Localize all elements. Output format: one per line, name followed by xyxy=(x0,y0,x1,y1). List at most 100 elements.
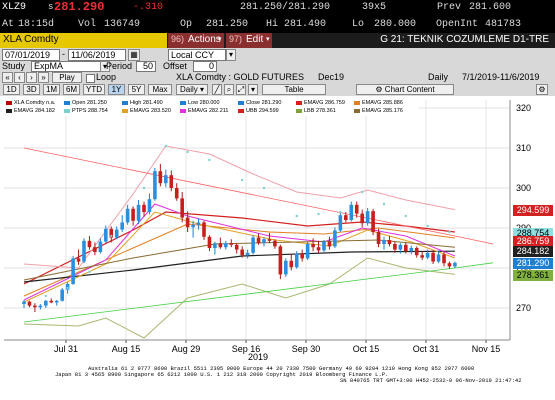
quote-time: 18:15d xyxy=(18,19,55,30)
legend-value: n.a. xyxy=(46,100,56,106)
play-button[interactable]: Play xyxy=(52,72,82,83)
tab-3d[interactable]: 3D xyxy=(23,84,40,95)
candle-body xyxy=(98,241,103,252)
stats-bar: At 18:15d Vol 136749 Op 281.250 Hi 281.4… xyxy=(0,17,555,33)
at-label: At xyxy=(2,19,15,30)
legend-swatch xyxy=(354,108,360,113)
rewind-icon[interactable]: « xyxy=(2,72,13,83)
contract-label: Dec19 xyxy=(318,72,345,82)
y-tick-label: 270 xyxy=(516,303,531,313)
legend-label: Open xyxy=(72,100,87,106)
legend-entry: Low 280.000 xyxy=(180,100,220,106)
tab-1d[interactable]: 1D xyxy=(3,84,20,95)
legend-label: PTPS xyxy=(72,108,88,114)
actions-menu[interactable]: 96) Actions ▾ xyxy=(168,33,224,48)
candle-body xyxy=(256,237,261,244)
x-tick-label: Oct 15 xyxy=(353,344,380,354)
start-date-input[interactable]: 07/01/2019 xyxy=(2,49,60,61)
fast-forward-icon[interactable]: » xyxy=(38,72,49,83)
candle-body xyxy=(191,224,195,228)
offset-input[interactable]: 0 xyxy=(193,61,217,72)
candle-body xyxy=(240,249,244,256)
price-tag: 294.599 xyxy=(513,204,553,216)
legend-swatch xyxy=(354,100,360,105)
tab-1y[interactable]: 1Y xyxy=(108,84,125,95)
indicator-line xyxy=(23,257,455,339)
x-tick-label: Oct 31 xyxy=(413,344,440,354)
indicator-line xyxy=(23,145,455,269)
loop-checkbox[interactable] xyxy=(86,74,95,83)
candle-body xyxy=(442,254,446,264)
candle-body xyxy=(316,247,321,251)
legend-label: High xyxy=(130,100,143,106)
security-field[interactable]: XLA Comdty xyxy=(0,33,167,48)
sar-dot xyxy=(110,234,113,238)
candle-body xyxy=(327,241,332,247)
chevron-down-icon[interactable]: ▾ xyxy=(226,49,236,61)
currency-select[interactable]: Local CCY xyxy=(168,49,226,61)
price-tag: 286.759 xyxy=(513,235,553,247)
candle-body xyxy=(398,244,403,250)
candle-body xyxy=(49,300,54,303)
line-tool-icon[interactable]: ╱ xyxy=(212,84,222,95)
volume-value: 136749 xyxy=(104,19,141,30)
calendar-icon[interactable]: ▦ xyxy=(128,49,140,61)
footer-contacts-2: Japan 81 3 4565 8900 Singapore 65 6212 1… xyxy=(55,371,389,378)
step-forward-icon[interactable]: › xyxy=(26,72,37,83)
legend-label: EMAVG xyxy=(14,108,35,114)
chevron-down-icon[interactable]: ▾ xyxy=(248,84,258,95)
legend-entry: LBB 278.361 xyxy=(296,108,336,114)
low-label: Lo xyxy=(352,19,365,30)
step-back-icon[interactable]: ‹ xyxy=(14,72,25,83)
security-text: XLA Comdty xyxy=(3,34,59,45)
candle-body xyxy=(289,260,294,268)
loop-label: Loop xyxy=(96,72,117,82)
candle-body xyxy=(54,300,59,303)
legend-swatch xyxy=(180,108,186,113)
tab-max[interactable]: Max xyxy=(148,84,172,95)
last-prefix: s xyxy=(48,2,54,12)
tab-label: 1M xyxy=(45,85,58,94)
edit-menu[interactable]: 97) Edit ▾ xyxy=(226,33,272,48)
period-input[interactable]: 50 xyxy=(136,61,156,72)
expand-icon[interactable]: ⤢ xyxy=(236,84,246,95)
candle-body xyxy=(213,243,217,248)
legend-value: 285.176 xyxy=(383,108,403,114)
candle-body xyxy=(114,229,119,238)
y-tick-label: 310 xyxy=(516,143,531,153)
chevron-down-icon[interactable]: ▾ xyxy=(100,61,110,72)
x-year-label: 2019 xyxy=(248,352,268,360)
candle-body xyxy=(71,258,75,284)
end-date-input[interactable]: 11/06/2019 xyxy=(68,49,126,61)
tab-6m[interactable]: 6M xyxy=(63,84,80,95)
playback-bar: « ‹ › » Play Loop XLA Comdty : GOLD FUTU… xyxy=(0,72,555,83)
zoom-icon[interactable]: ⌕ xyxy=(224,84,234,95)
prev-value: 281.600 xyxy=(469,2,512,13)
range-label: 7/1/2019-11/6/2019 xyxy=(462,72,540,82)
settings-icon[interactable]: ⚙ xyxy=(536,84,548,95)
legend-swatch xyxy=(64,100,70,105)
legend-value: 283.520 xyxy=(151,108,171,114)
x-tick-label: Aug 29 xyxy=(172,344,201,354)
study-select[interactable]: ExpMA xyxy=(31,61,101,72)
actions-menu-label: Actions xyxy=(188,34,221,45)
legend-label: EMAVG xyxy=(362,100,383,106)
tab-1m[interactable]: 1M xyxy=(43,84,60,95)
legend-entry: High 281.490 xyxy=(122,100,163,106)
tab-ytd[interactable]: YTD xyxy=(83,84,105,95)
frequency-select[interactable]: Daily ▾ xyxy=(176,84,208,95)
footer-contacts: Australia 61 2 9777 8600 Brazil 5511 239… xyxy=(88,365,475,372)
ticker-label[interactable]: XLZ9 xyxy=(2,2,27,13)
legend-swatch xyxy=(6,108,12,113)
candle-body xyxy=(93,247,97,252)
table-label: Table xyxy=(284,85,304,94)
chart-content-button[interactable]: ⚙ Chart Content xyxy=(356,84,454,95)
table-button[interactable]: Table xyxy=(262,84,326,95)
candle-body xyxy=(147,199,152,212)
sar-dot xyxy=(360,190,364,194)
tab-5y[interactable]: 5Y xyxy=(128,84,145,95)
tab-label: Daily xyxy=(179,85,198,94)
x-tick-label: Jul 31 xyxy=(54,344,78,354)
